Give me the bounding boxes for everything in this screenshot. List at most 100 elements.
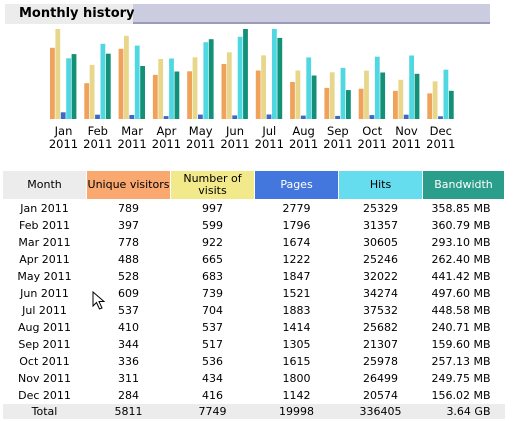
cell-month: Mar 2011 <box>18 236 71 249</box>
bar-pages-8 <box>335 115 340 119</box>
total-hits: 336405 <box>338 404 423 419</box>
table-row: Dec 2011 284 416 1142 20574 156.02 MB <box>3 387 505 404</box>
cell-month: Oct 2011 <box>19 355 70 368</box>
table-row: Feb 2011 397 599 1796 31357 360.79 MB <box>3 217 505 234</box>
header-number-of-visits: Number of visits <box>170 170 255 200</box>
cell-visits: 665 <box>202 253 223 266</box>
bar-bandwidth-1 <box>105 53 111 120</box>
cell-pages: 1674 <box>282 236 311 249</box>
cell-bandwidth: 159.60 MB <box>431 338 491 351</box>
x-tick-label: Mar <box>121 124 143 138</box>
cell-unique: 344 <box>118 338 139 351</box>
cell-unique: 789 <box>118 202 139 215</box>
cell-bandwidth: 497.60 MB <box>431 287 491 300</box>
x-tick-label: 2011 <box>255 137 284 151</box>
cell-hits: 25329 <box>363 202 398 215</box>
table-row: Mar 2011 778 922 1674 30605 293.10 MB <box>3 234 505 251</box>
cell-month: Sep 2011 <box>18 338 71 351</box>
x-tick-label: 2011 <box>392 137 421 151</box>
bar-number-of-visits-8 <box>329 72 335 119</box>
bar-hits-9 <box>374 56 380 119</box>
total-unique: 5811 <box>86 404 171 419</box>
x-tick-label: 2011 <box>220 137 249 151</box>
bar-hits-1 <box>100 43 106 119</box>
header-unique-visitors: Unique visitors <box>86 170 171 200</box>
total-month: Total <box>2 404 87 419</box>
cell-hits: 26499 <box>363 372 398 385</box>
bar-pages-6 <box>266 114 272 119</box>
cell-visits: 683 <box>202 270 223 283</box>
cell-month: Apr 2011 <box>19 253 70 266</box>
table-row: Jul 2011 537 704 1883 37532 448.58 MB <box>3 302 505 319</box>
table-header-row: Month Unique visitors Number of visits P… <box>2 170 505 200</box>
cell-pages: 1414 <box>282 321 311 334</box>
cell-visits: 599 <box>202 219 223 232</box>
bar-hits-11 <box>443 69 449 119</box>
bar-unique-visitors-5 <box>221 64 227 119</box>
cell-bandwidth: 441.42 MB <box>431 270 491 283</box>
bar-unique-visitors-0 <box>50 47 55 119</box>
bar-unique-visitors-3 <box>152 74 158 119</box>
section-title-tab <box>5 4 133 24</box>
cell-pages: 2779 <box>282 202 311 215</box>
bar-number-of-visits-7 <box>295 70 301 119</box>
cell-month: Jul 2011 <box>22 304 67 317</box>
bar-pages-7 <box>300 115 306 119</box>
bar-unique-visitors-10 <box>393 90 398 119</box>
cell-unique: 778 <box>118 236 139 249</box>
cell-hits: 34274 <box>363 287 398 300</box>
table-row: May 2011 528 683 1847 32022 441.42 MB <box>3 268 505 285</box>
x-tick-label: Apr <box>156 124 176 138</box>
bar-bandwidth-4 <box>208 39 214 120</box>
cell-unique: 609 <box>118 287 139 300</box>
cell-visits: 739 <box>202 287 223 300</box>
x-tick-label: 2011 <box>358 137 387 151</box>
bar-bandwidth-10 <box>414 73 420 119</box>
bar-pages-10 <box>403 114 409 119</box>
cell-unique: 537 <box>118 304 139 317</box>
bar-pages-0 <box>60 112 66 119</box>
bar-number-of-visits-11 <box>432 81 438 119</box>
bar-hits-3 <box>169 58 174 119</box>
bar-bandwidth-8 <box>346 90 351 119</box>
cell-pages: 1222 <box>282 253 311 266</box>
mouse-cursor-icon <box>92 291 106 310</box>
x-tick-label: 2011 <box>186 137 215 151</box>
x-tick-label: Jun <box>225 124 244 138</box>
bar-number-of-visits-9 <box>364 70 369 119</box>
cell-hits: 25682 <box>363 321 398 334</box>
x-tick-label: Aug <box>292 124 314 138</box>
bar-hits-6 <box>272 29 277 119</box>
cell-pages: 1305 <box>282 338 311 351</box>
cell-hits: 20574 <box>363 389 398 402</box>
cell-visits: 517 <box>202 338 223 351</box>
x-tick-label: Nov <box>395 124 418 138</box>
bar-number-of-visits-0 <box>55 29 61 119</box>
cell-pages: 1800 <box>282 372 311 385</box>
monthly-history-chart: Jan2011Feb2011Mar2011Apr2011May2011Jun20… <box>49 29 455 151</box>
bar-hits-7 <box>306 57 312 119</box>
cell-pages: 1521 <box>282 287 311 300</box>
cell-unique: 410 <box>118 321 139 334</box>
bar-number-of-visits-10 <box>398 79 404 119</box>
x-tick-label: 2011 <box>426 137 455 151</box>
table-row: Aug 2011 410 537 1414 25682 240.71 MB <box>3 319 505 336</box>
x-tick-label: Oct <box>362 124 382 138</box>
table-row: Nov 2011 311 434 1800 26499 249.75 MB <box>3 370 505 387</box>
cell-pages: 1847 <box>282 270 311 283</box>
x-tick-label: 2011 <box>152 137 181 151</box>
bar-bandwidth-2 <box>140 66 145 119</box>
cell-month: May 2011 <box>17 270 72 283</box>
x-tick-label: Feb <box>88 124 108 138</box>
bar-number-of-visits-6 <box>261 55 266 119</box>
cell-month: Jan 2011 <box>20 202 69 215</box>
cell-unique: 397 <box>118 219 139 232</box>
bar-hits-0 <box>66 58 71 119</box>
cell-month: Jun 2011 <box>20 287 69 300</box>
bar-unique-visitors-9 <box>358 88 364 119</box>
cell-bandwidth: 156.02 MB <box>431 389 491 402</box>
header-pages: Pages <box>254 170 339 200</box>
bar-unique-visitors-6 <box>255 70 261 119</box>
x-tick-label: 2011 <box>49 137 78 151</box>
cell-hits: 21307 <box>363 338 398 351</box>
